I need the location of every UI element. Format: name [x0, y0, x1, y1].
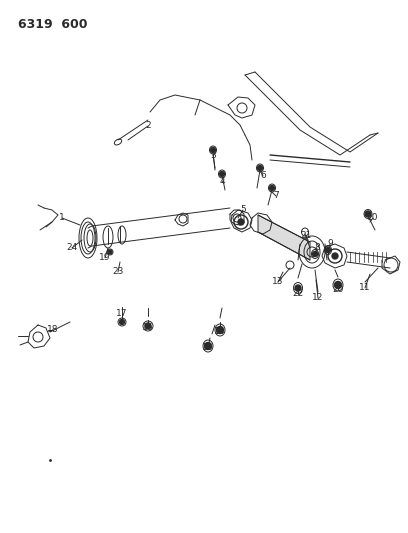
- Circle shape: [108, 250, 112, 254]
- Text: 20: 20: [332, 286, 344, 295]
- Circle shape: [326, 247, 330, 253]
- Text: 7: 7: [273, 191, 279, 200]
- Text: 8: 8: [314, 244, 320, 253]
- Circle shape: [217, 327, 224, 334]
- Text: 22: 22: [293, 289, 304, 298]
- Text: 19: 19: [99, 254, 111, 262]
- Text: 17: 17: [116, 310, 128, 319]
- Text: 18: 18: [47, 326, 59, 335]
- Circle shape: [313, 252, 317, 256]
- Text: 5: 5: [240, 206, 246, 214]
- Circle shape: [204, 343, 211, 350]
- Text: 21: 21: [300, 231, 312, 240]
- Circle shape: [211, 148, 215, 152]
- Circle shape: [257, 166, 262, 171]
- Text: 6319  600: 6319 600: [18, 18, 87, 31]
- Circle shape: [145, 323, 151, 329]
- Text: 12: 12: [312, 294, 324, 303]
- Circle shape: [270, 185, 275, 190]
- Text: 10: 10: [367, 214, 379, 222]
- Text: 14: 14: [214, 327, 226, 336]
- Text: 15: 15: [202, 343, 214, 352]
- Circle shape: [238, 219, 244, 225]
- Text: 6: 6: [260, 172, 266, 181]
- Text: 13: 13: [272, 278, 284, 287]
- Circle shape: [365, 211, 371, 217]
- Circle shape: [220, 172, 224, 176]
- Text: 9: 9: [327, 239, 333, 248]
- Text: 24: 24: [67, 244, 78, 253]
- Text: 4: 4: [219, 176, 225, 185]
- Text: 11: 11: [359, 284, 371, 293]
- Text: 16: 16: [142, 324, 154, 333]
- Text: 23: 23: [112, 268, 124, 277]
- Circle shape: [120, 319, 124, 325]
- Circle shape: [335, 281, 341, 288]
- Circle shape: [332, 253, 338, 259]
- Text: 3: 3: [210, 150, 216, 159]
- Circle shape: [295, 285, 301, 291]
- Text: 2: 2: [145, 122, 151, 131]
- Polygon shape: [258, 215, 310, 260]
- Text: 1: 1: [59, 214, 65, 222]
